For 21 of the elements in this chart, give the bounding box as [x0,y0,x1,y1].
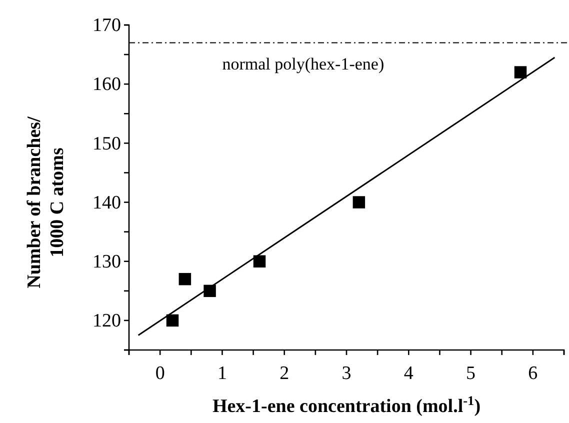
x-tick-label: 0 [155,362,165,384]
x-tick-label: 3 [342,362,352,384]
point [166,314,179,327]
y-tick-label: 130 [92,251,121,272]
x-tick-label: 2 [280,362,290,384]
y-tick-label: 120 [92,310,121,332]
point [514,66,527,78]
x-tick-label: 4 [404,362,414,384]
y-tick-label: 160 [92,74,121,96]
x-tick-label: 5 [466,362,476,384]
point [253,255,266,268]
y-axis-title: Number of branches/ 1000 C atoms [24,116,68,288]
y-tick-label: 140 [92,192,121,214]
point [352,196,366,208]
y-tick-label: 170 [92,15,121,36]
x-tick-label: 6 [528,362,538,384]
point [178,272,192,286]
x-axis-title: Hex-1-ene concentration (mol.l$^{-1}$) [212,392,481,417]
ref-line-label: normal poly(hex-1-ene) [222,54,384,74]
x-tick-label: 1 [217,362,227,384]
y-tick-label: 150 [92,133,121,154]
